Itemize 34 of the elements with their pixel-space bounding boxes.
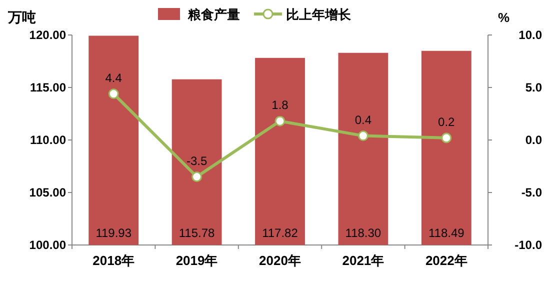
point: [108, 88, 119, 100]
y-tick-label: 115.00: [30, 80, 66, 94]
data-label: 115.78: [178, 226, 216, 240]
x-tick-label: 2018年: [92, 253, 135, 268]
x-tick-label: 2021年: [342, 253, 384, 268]
point: [441, 132, 452, 144]
x-tick-label: 2020年: [259, 253, 301, 268]
y2-axis-title: %: [498, 10, 510, 25]
point: [192, 172, 202, 182]
x-tick-label: 2022年: [425, 253, 468, 268]
data-label: 118.30: [345, 226, 382, 240]
y-tick-label: 110.00: [30, 133, 66, 147]
y2-tick-label: -5.0: [521, 186, 542, 200]
legend-label: 比上年增长: [286, 7, 352, 22]
data-label: 119.93: [96, 226, 132, 240]
x-tick-label: 2019年: [176, 253, 218, 268]
point: [274, 116, 286, 126]
y2-tick-label: 0.0: [525, 133, 542, 147]
legend-label: 粮食产量: [187, 7, 240, 22]
y2-tick-label: 10.0: [518, 28, 542, 42]
y-tick-label: 105.00: [29, 186, 66, 200]
data-label: 117.82: [262, 226, 298, 240]
data-label: 118.49: [428, 226, 465, 240]
y2-tick-label: 5.0: [525, 80, 542, 94]
point: [358, 130, 368, 142]
y2-tick-label: -10.0: [514, 238, 542, 252]
data-label: 0.2: [438, 114, 456, 129]
data-label: 4.4: [105, 70, 122, 85]
data-label: 1.8: [272, 98, 289, 112]
y-tick-label: 120.00: [29, 28, 66, 42]
data-label: 0.4: [354, 112, 372, 127]
y-tick-label: 100.00: [29, 238, 66, 252]
data-label: -3.5: [186, 154, 208, 168]
y-axis-title: 万吨: [7, 9, 36, 25]
